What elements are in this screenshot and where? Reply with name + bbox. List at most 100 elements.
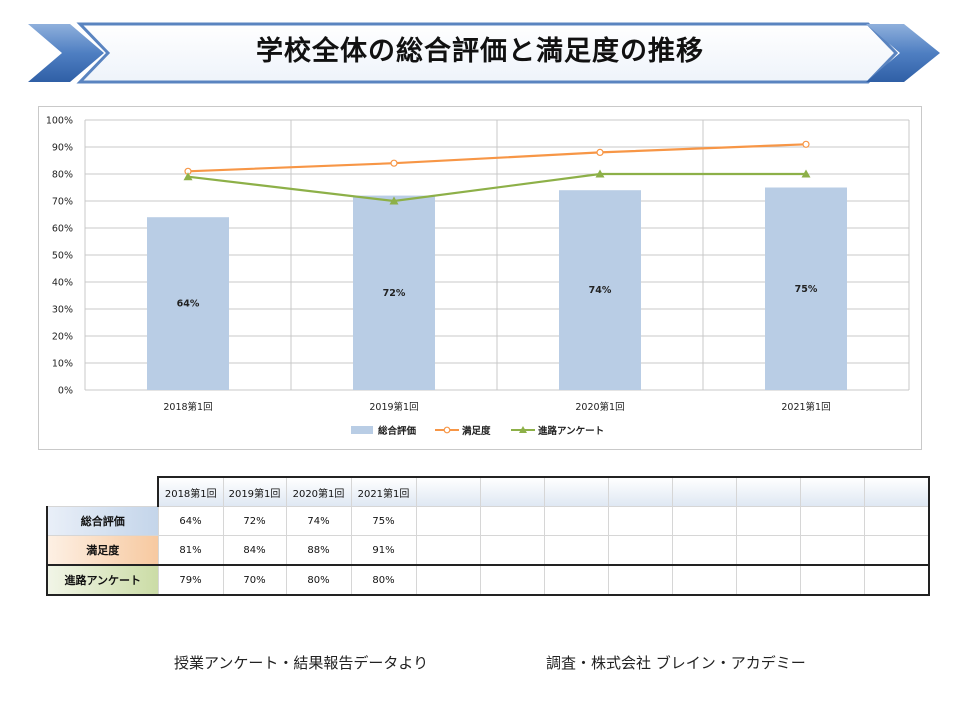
table-cell: 74% xyxy=(285,506,352,536)
table-cell-empty xyxy=(543,506,609,536)
chart-frame: 0% 10% 20% 30% 40% 50% 60% 70% 80% 90% 100% 64% 72% 7… xyxy=(38,106,922,450)
table-cell-empty xyxy=(671,506,738,536)
table-cell: 79% xyxy=(157,564,224,596)
series-line xyxy=(187,172,806,203)
table-row: 進路アンケート 79% 70% 80% 80% xyxy=(46,564,931,596)
line-point xyxy=(389,196,399,205)
table-cell-empty xyxy=(864,564,931,596)
bar xyxy=(559,190,641,390)
table-header: 2018第1回 xyxy=(157,476,224,507)
table-header-empty xyxy=(415,476,481,507)
y-tick-label: 50% xyxy=(52,251,73,262)
x-tick-label: 2018第1回 xyxy=(163,401,212,413)
table-cell-empty xyxy=(479,535,545,566)
x-tick-label: 2019第1回 xyxy=(369,401,418,413)
legend-marker xyxy=(519,426,527,433)
y-tick-label: 10% xyxy=(52,359,73,370)
table-row-label: 満足度 xyxy=(46,535,159,566)
table-cell-empty xyxy=(800,564,866,596)
legend-label: 進路アンケート xyxy=(538,425,604,437)
legend-label: 総合評価 xyxy=(378,425,417,437)
x-tick-label: 2020第1回 xyxy=(575,401,624,413)
y-tick-label: 0% xyxy=(58,386,73,397)
data-table: 2018第1回 2019第1回 2020第1回 2021第1回 総合評価 64% 72% 7… xyxy=(46,476,931,596)
footer: 授業アンケート・結果報告データより 調査・株式会社 ブレイン・アカデミー xyxy=(0,652,960,676)
table-cell-empty xyxy=(671,564,738,596)
table-cell-empty xyxy=(607,564,674,596)
table-cell: 70% xyxy=(222,564,287,596)
bar-data-label: 75% xyxy=(795,284,818,295)
chart-area: 0% 10% 20% 30% 40% 50% 60% 70% 80% 90% 100% 64% 72% 7… xyxy=(46,116,910,437)
table-header-empty xyxy=(543,476,609,507)
line-point xyxy=(802,140,810,148)
table-cell-empty xyxy=(671,535,738,566)
bar xyxy=(147,217,229,390)
line-point xyxy=(595,169,605,178)
table-cell-empty xyxy=(736,506,802,536)
table-row-label: 進路アンケート xyxy=(46,564,159,596)
line-point xyxy=(390,159,398,167)
table-cell-empty xyxy=(800,535,866,566)
legend-marker xyxy=(443,426,451,434)
table-cell-empty xyxy=(415,564,481,596)
table-row: 総合評価 64% 72% 74% 75% xyxy=(46,506,931,536)
table-cell-empty xyxy=(736,564,802,596)
legend-swatch-bar xyxy=(351,426,373,434)
table-cell-empty xyxy=(415,535,481,566)
table-cell-empty xyxy=(543,564,609,596)
title-banner xyxy=(28,22,940,84)
table-cell-empty xyxy=(415,506,481,536)
table-cell-empty xyxy=(543,535,609,566)
y-tick-label: 30% xyxy=(52,305,73,316)
table-cell-empty xyxy=(607,535,674,566)
page-title: 学校全体の総合評価と満足度の推移 xyxy=(256,36,704,67)
table-cell: 80% xyxy=(285,564,352,596)
table-cell: 84% xyxy=(222,535,287,566)
table-header-empty xyxy=(864,476,931,507)
table-cell: 72% xyxy=(222,506,287,536)
table-header-empty xyxy=(671,476,738,507)
table-cell-empty xyxy=(800,506,866,536)
right-chevron-icon xyxy=(866,24,940,82)
x-tick-label: 2021第1回 xyxy=(781,401,830,413)
table-cell-empty xyxy=(479,564,545,596)
table-cell-empty xyxy=(479,506,545,536)
y-tick-label: 60% xyxy=(52,224,73,235)
table-header-empty xyxy=(800,476,866,507)
table-cell: 64% xyxy=(157,506,224,536)
table-cell: 88% xyxy=(285,535,352,566)
table-cell-empty xyxy=(864,535,931,566)
line-point xyxy=(801,169,811,178)
table-header-empty xyxy=(479,476,545,507)
bar xyxy=(353,195,435,390)
table-cell-empty xyxy=(607,506,674,536)
left-chevron-icon xyxy=(28,24,104,82)
bar-data-label: 74% xyxy=(589,285,612,296)
table-cell-empty xyxy=(736,535,802,566)
line-point xyxy=(183,172,193,181)
table-corner xyxy=(47,477,158,507)
table-header: 2021第1回 xyxy=(350,476,417,507)
table-header-empty xyxy=(607,476,674,507)
table-header: 2020第1回 xyxy=(285,476,352,507)
line-point xyxy=(596,148,604,157)
table-header-empty xyxy=(736,476,802,507)
legend-label: 満足度 xyxy=(462,425,491,437)
table-cell-empty xyxy=(864,506,931,536)
y-tick-label: 100% xyxy=(46,116,73,127)
table-row: 満足度 81% 84% 88% 91% xyxy=(46,535,931,566)
footer-source: 授業アンケート・結果報告データより xyxy=(174,654,429,672)
table-header: 2019第1回 xyxy=(222,476,287,507)
y-tick-label: 90% xyxy=(52,143,73,154)
y-tick-label: 20% xyxy=(52,332,73,343)
y-tick-label: 40% xyxy=(52,278,73,289)
table-row-label: 総合評価 xyxy=(46,506,159,536)
y-tick-label: 70% xyxy=(52,197,73,208)
table-cell: 80% xyxy=(350,564,417,596)
table-cell: 75% xyxy=(350,506,417,536)
bar xyxy=(765,187,847,390)
table-cell: 91% xyxy=(350,535,417,566)
bar-data-label: 72% xyxy=(383,288,406,299)
bar-data-label: 64% xyxy=(177,299,200,310)
y-tick-label: 80% xyxy=(52,170,73,181)
